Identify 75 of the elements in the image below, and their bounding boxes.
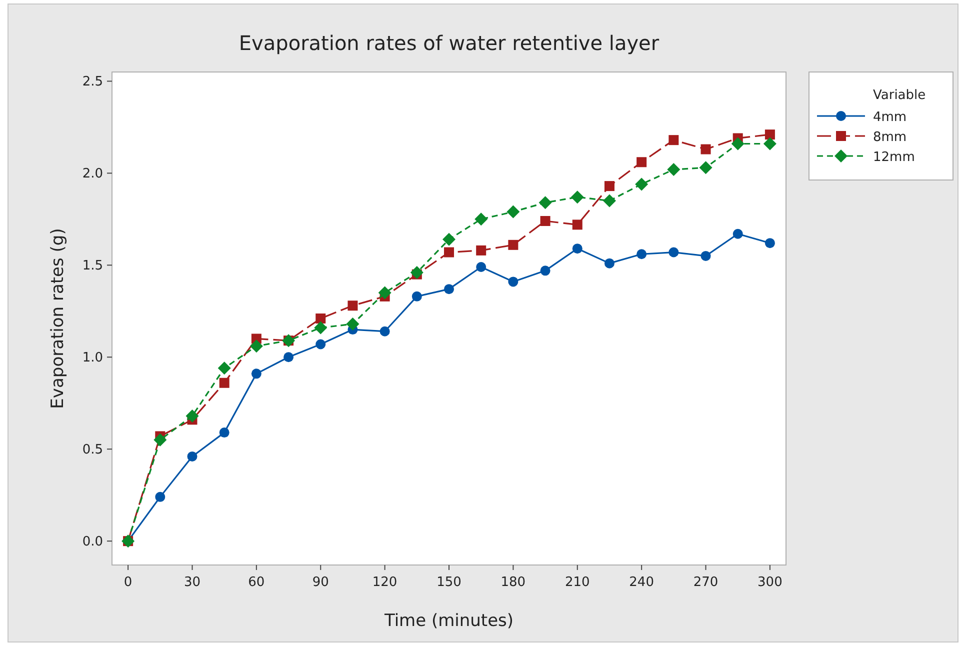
point	[764, 130, 775, 140]
point	[538, 196, 552, 210]
point	[219, 428, 230, 438]
x-tick-label: 180	[500, 575, 526, 590]
point	[476, 245, 486, 256]
y-tick-label: 0.0	[82, 534, 103, 550]
x-tick-label: 270	[693, 575, 718, 590]
point	[476, 262, 486, 272]
point	[251, 368, 262, 379]
x-tick-label: 210	[564, 575, 590, 590]
point	[346, 318, 360, 331]
point	[218, 362, 231, 375]
point	[700, 144, 711, 154]
y-tick-label: 2.0	[82, 166, 103, 182]
point	[602, 194, 616, 208]
point	[604, 258, 614, 268]
point	[186, 409, 199, 422]
x-tick-label: 60	[248, 575, 265, 590]
point	[540, 266, 550, 276]
x-tick-label: 30	[184, 575, 201, 590]
point	[570, 190, 584, 204]
point	[700, 250, 711, 261]
x-tick-label: 150	[436, 575, 462, 590]
point	[508, 276, 518, 287]
point	[187, 451, 198, 462]
y-tick-label: 1.5	[82, 258, 103, 274]
y-tick-label: 1.0	[82, 350, 103, 366]
point	[508, 240, 518, 250]
y-tick-label: 2.5	[82, 74, 103, 90]
point	[572, 244, 582, 254]
point	[284, 352, 294, 362]
point	[540, 216, 550, 226]
point	[636, 249, 647, 260]
point	[444, 284, 454, 294]
point	[668, 247, 679, 258]
point	[219, 378, 230, 388]
x-tick-label: 0	[124, 575, 132, 590]
legend-label: 8mm	[873, 130, 907, 145]
y-axis-title: Evaporation rates (g)	[48, 228, 68, 409]
point	[636, 157, 647, 168]
point	[410, 266, 424, 280]
point	[474, 212, 488, 226]
x-axis-title: Time (minutes)	[383, 611, 514, 631]
point	[667, 162, 680, 176]
point	[699, 161, 712, 174]
point	[348, 300, 358, 311]
x-tick-label: 240	[629, 575, 654, 590]
legend-label: 4mm	[873, 110, 907, 125]
point	[506, 205, 520, 218]
point	[155, 492, 166, 502]
point	[731, 137, 744, 150]
chart-title: Evaporation rates of water retentive layer	[238, 31, 660, 55]
point	[412, 291, 422, 302]
point	[378, 286, 392, 300]
legend-title: Variable	[873, 88, 926, 103]
point	[668, 135, 679, 146]
point	[444, 247, 454, 258]
point	[732, 228, 743, 239]
point	[154, 433, 167, 446]
point	[316, 314, 326, 324]
point	[314, 321, 328, 334]
point	[442, 232, 456, 246]
legend-label: 12mm	[873, 150, 915, 165]
point	[764, 238, 775, 248]
point	[380, 326, 390, 336]
x-tick-label: 300	[758, 575, 782, 590]
y-tick-label: 0.5	[82, 442, 103, 458]
point	[635, 178, 648, 191]
point	[316, 339, 326, 350]
point	[763, 137, 776, 150]
x-tick-label: 90	[312, 575, 329, 590]
point	[572, 220, 582, 230]
x-tick-label: 120	[372, 575, 398, 590]
point	[604, 181, 614, 192]
point	[250, 340, 263, 353]
